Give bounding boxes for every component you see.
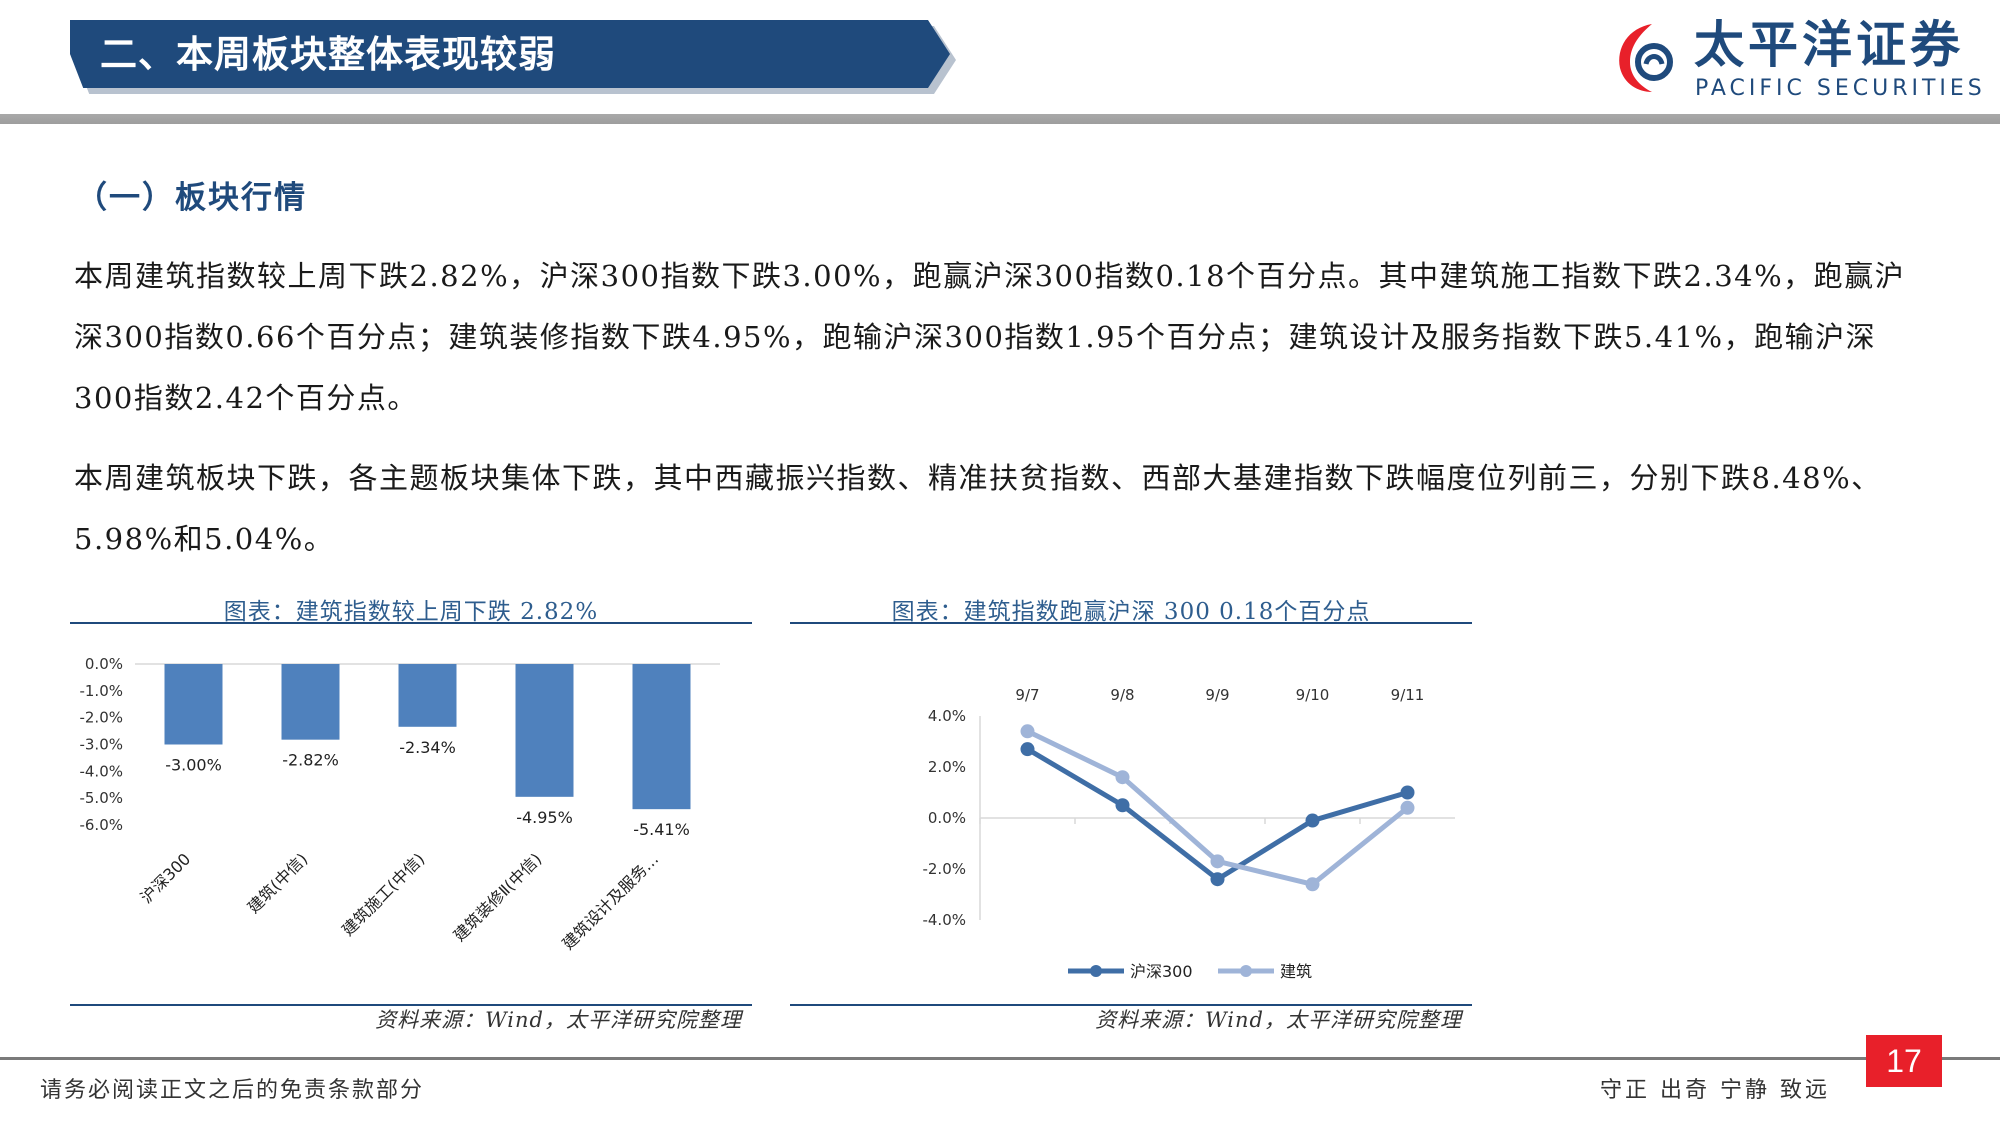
bar-category-label: 建筑设计及服务…	[558, 849, 662, 953]
bar-data-label: -4.95%	[516, 808, 573, 827]
bar-y-tick-label: -2.0%	[79, 709, 123, 727]
bar-y-tick-label: -5.0%	[79, 789, 123, 807]
bar-category-label: 沪深300	[137, 849, 195, 907]
line-point-series-1	[1115, 798, 1130, 813]
line-y-tick-label: 0.0%	[928, 809, 966, 827]
bar-y-tick-label: -3.0%	[79, 736, 123, 754]
legend-label-2: 建筑	[1280, 962, 1312, 981]
section-heading: （一）板块行情	[76, 180, 307, 216]
line-y-tick-label: -4.0%	[922, 911, 966, 929]
pacific-logo-icon	[1619, 24, 1673, 92]
bar-4	[515, 664, 574, 797]
bar-data-label: -2.34%	[399, 738, 456, 757]
bar-y-tick-label: -4.0%	[79, 762, 123, 780]
line-point-series-1	[1400, 785, 1415, 800]
bar-2	[281, 664, 340, 740]
bar-3	[398, 664, 457, 727]
line-x-tick-label: 9/8	[1110, 686, 1134, 704]
bar-category-label: 建筑(中信)	[244, 849, 312, 917]
line-chart-source: 资料来源：Wind，太平洋研究院整理	[1095, 1008, 1462, 1032]
line-point-series-2	[1115, 770, 1130, 785]
line-point-series-1	[1020, 742, 1035, 757]
bar-chart-bottom-rule	[70, 1004, 752, 1006]
bar-y-tick-label: -6.0%	[79, 816, 123, 834]
bar-chart-title: 图表：建筑指数较上周下跌 2.82%	[223, 599, 599, 625]
bar-data-label: -3.00%	[165, 756, 222, 775]
legend-marker-1	[1090, 965, 1102, 977]
page-number: 17	[1866, 1035, 1942, 1087]
bar-y-tick-label: -1.0%	[79, 682, 123, 700]
logo-text-cn: 太平洋证券	[1694, 16, 1964, 74]
line-chart: 4.0% 2.0% 0.0% -2.0% -4.0% 9/7 9/8 9/9 9/10 9/11 沪…	[922, 686, 1455, 981]
line-x-tick-label: 9/11	[1391, 686, 1425, 704]
line-y-tick-label: 4.0%	[928, 707, 966, 725]
line-x-tick-label: 9/7	[1015, 686, 1039, 704]
line-chart-title: 图表：建筑指数跑赢沪深 300 0.18个百分点	[891, 599, 1371, 625]
bar-chart-top-rule	[70, 622, 752, 624]
bar-chart-source: 资料来源：Wind，太平洋研究院整理	[375, 1008, 742, 1032]
line-point-series-2	[1400, 800, 1415, 815]
legend-label-1: 沪深300	[1130, 962, 1193, 981]
line-point-series-2	[1210, 854, 1225, 869]
title-banner	[70, 20, 950, 88]
line-y-tick-label: 2.0%	[928, 758, 966, 776]
paragraph-2: 本周建筑板块下跌，各主题板块集体下跌，其中西藏振兴指数、精准扶贫指数、西部大基建…	[74, 461, 1882, 556]
legend-marker-2	[1240, 965, 1252, 977]
bar-data-label: -5.41%	[633, 820, 690, 839]
footer-divider	[0, 1057, 2000, 1060]
bar-1	[164, 664, 223, 745]
line-point-series-1	[1305, 813, 1320, 828]
line-point-series-1	[1210, 872, 1225, 887]
footer-motto: 守正 出奇 宁静 致远	[1600, 1078, 1830, 1103]
paragraph-1: 本周建筑指数较上周下跌2.82%，沪深300指数下跌3.00%，跑赢沪深300指…	[74, 259, 1906, 415]
footer-disclaimer: 请务必阅读正文之后的免责条款部分	[40, 1078, 425, 1103]
bar-data-label: -2.82%	[282, 751, 339, 770]
line-point-series-2	[1305, 877, 1320, 892]
bar-5	[632, 664, 691, 810]
logo-text-en: PACIFIC SECURITIES	[1695, 76, 1986, 101]
line-x-tick-label: 9/10	[1296, 686, 1330, 704]
line-point-series-2	[1020, 724, 1035, 739]
line-y-tick-label: -2.0%	[922, 860, 966, 878]
bar-category-label: 建筑装修Ⅱ(中信)	[450, 849, 546, 945]
bar-y-tick-label: 0.0%	[85, 655, 123, 673]
line-chart-top-rule	[790, 622, 1472, 624]
header-divider	[0, 114, 2000, 124]
bar-category-label: 建筑施工(中信)	[338, 849, 428, 939]
line-x-tick-label: 9/9	[1205, 686, 1229, 704]
bar-chart: 0.0% -1.0% -2.0% -3.0% -4.0% -5.0% -6.0% -3.00%…	[79, 655, 720, 953]
page-title: 二、本周板块整体表现较弱	[100, 33, 556, 76]
line-chart-bottom-rule	[790, 1004, 1472, 1006]
